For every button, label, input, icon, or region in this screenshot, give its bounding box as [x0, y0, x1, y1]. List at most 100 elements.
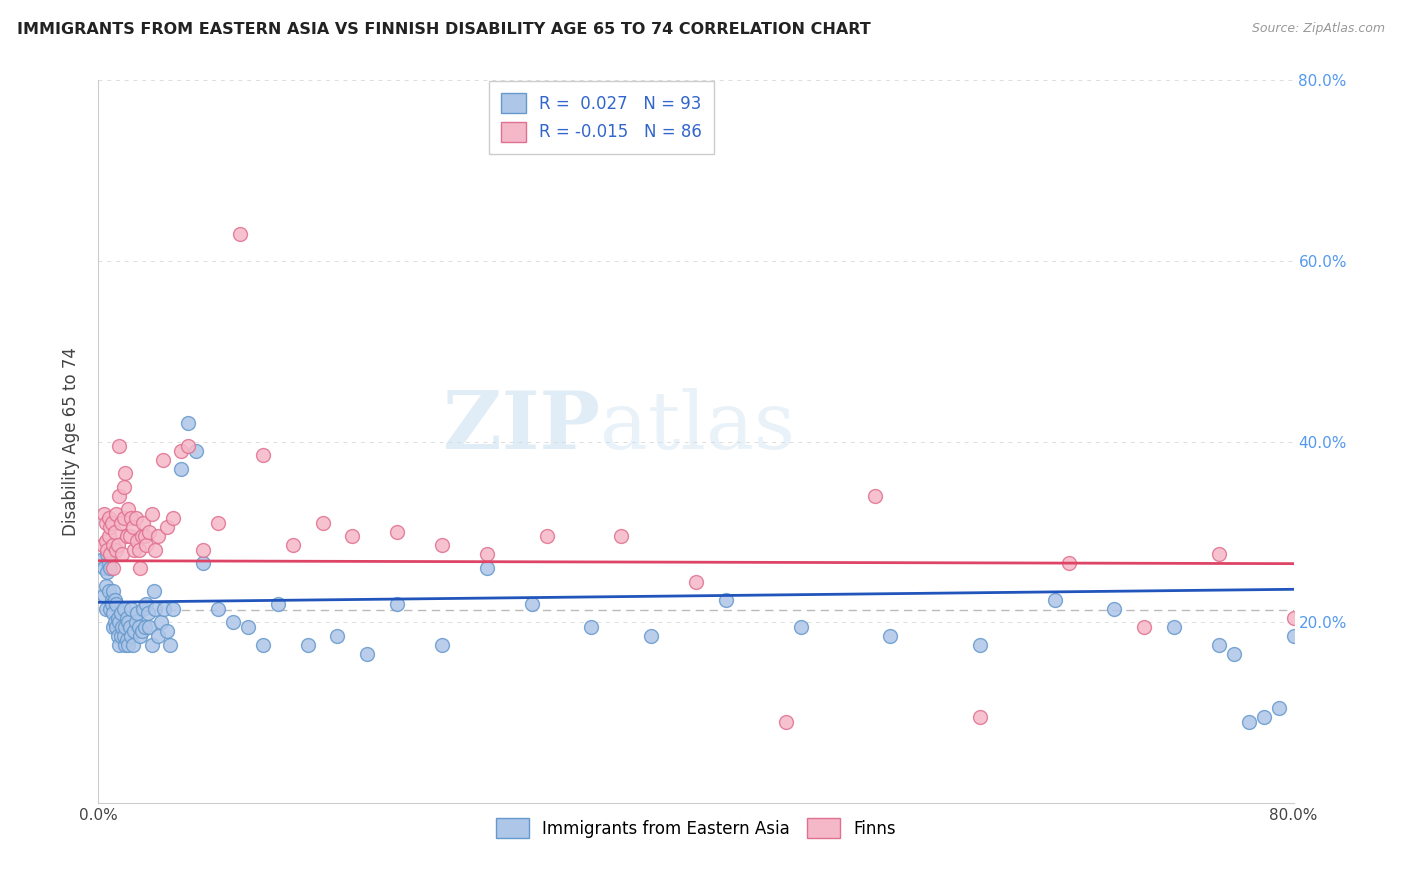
Point	[775, 714, 797, 729]
Point	[115, 633, 138, 648]
Point	[105, 597, 128, 611]
Point	[103, 620, 125, 634]
Point	[191, 557, 214, 571]
Point	[104, 615, 127, 630]
Point	[207, 516, 229, 530]
Point	[124, 624, 146, 639]
Point	[98, 548, 122, 562]
Point	[103, 606, 125, 620]
Point	[1223, 647, 1246, 661]
Point	[1208, 548, 1230, 562]
Point	[141, 638, 163, 652]
Point	[879, 629, 901, 643]
Point	[236, 620, 259, 634]
Point	[177, 439, 200, 453]
Point	[281, 538, 304, 552]
Point	[120, 601, 142, 615]
Point	[96, 548, 118, 562]
Point	[121, 520, 143, 534]
Point	[101, 597, 124, 611]
Point	[141, 507, 163, 521]
Point	[104, 524, 127, 539]
Point	[1282, 629, 1305, 643]
Point	[97, 583, 120, 598]
Point	[714, 592, 737, 607]
Point	[115, 529, 138, 543]
Point	[91, 552, 114, 566]
Point	[1163, 620, 1185, 634]
Point	[125, 511, 148, 525]
Point	[98, 601, 122, 615]
Point	[640, 629, 662, 643]
Point	[326, 629, 349, 643]
Point	[112, 511, 135, 525]
Point	[129, 629, 152, 643]
Point	[311, 516, 333, 530]
Point	[117, 615, 139, 630]
Point	[120, 511, 142, 525]
Point	[356, 647, 378, 661]
Point	[97, 529, 120, 543]
Point	[132, 516, 155, 530]
Point	[385, 597, 409, 611]
Point	[1133, 620, 1156, 634]
Point	[152, 452, 174, 467]
Point	[110, 516, 132, 530]
Point	[93, 588, 115, 602]
Point	[97, 511, 120, 525]
Legend: Immigrants from Eastern Asia, Finns: Immigrants from Eastern Asia, Finns	[489, 812, 903, 845]
Point	[93, 507, 115, 521]
Point	[131, 624, 153, 639]
Point	[105, 542, 128, 557]
Point	[114, 466, 136, 480]
Point	[93, 561, 115, 575]
Point	[112, 601, 135, 615]
Point	[118, 620, 141, 634]
Point	[120, 629, 142, 643]
Point	[105, 507, 128, 521]
Point	[103, 583, 125, 598]
Point	[150, 615, 173, 630]
Point	[1372, 570, 1395, 584]
Point	[96, 566, 118, 580]
Point	[96, 542, 118, 557]
Point	[536, 529, 558, 543]
Point	[136, 606, 159, 620]
Point	[177, 417, 200, 431]
Point	[1386, 552, 1406, 566]
Point	[162, 601, 184, 615]
Point	[789, 620, 811, 634]
Point	[143, 542, 166, 557]
Point	[520, 597, 543, 611]
Point	[98, 520, 122, 534]
Point	[1312, 638, 1334, 652]
Point	[252, 448, 274, 462]
Point	[1402, 557, 1406, 571]
Point	[267, 597, 290, 611]
Text: ZIP: ZIP	[443, 388, 600, 467]
Point	[105, 620, 128, 634]
Point	[252, 638, 274, 652]
Point	[153, 601, 176, 615]
Point	[94, 533, 117, 548]
Point	[138, 524, 160, 539]
Point	[685, 574, 707, 589]
Point	[127, 533, 149, 548]
Point	[1343, 561, 1365, 575]
Point	[969, 638, 991, 652]
Point	[91, 538, 114, 552]
Point	[169, 461, 191, 475]
Point	[135, 597, 157, 611]
Point	[148, 529, 170, 543]
Text: Source: ZipAtlas.com: Source: ZipAtlas.com	[1251, 22, 1385, 36]
Point	[1312, 557, 1334, 571]
Point	[101, 592, 124, 607]
Point	[475, 548, 498, 562]
Point	[159, 638, 181, 652]
Point	[103, 561, 125, 575]
Point	[104, 592, 127, 607]
Point	[107, 610, 129, 624]
Point	[184, 443, 207, 458]
Point	[108, 615, 131, 630]
Point	[138, 620, 160, 634]
